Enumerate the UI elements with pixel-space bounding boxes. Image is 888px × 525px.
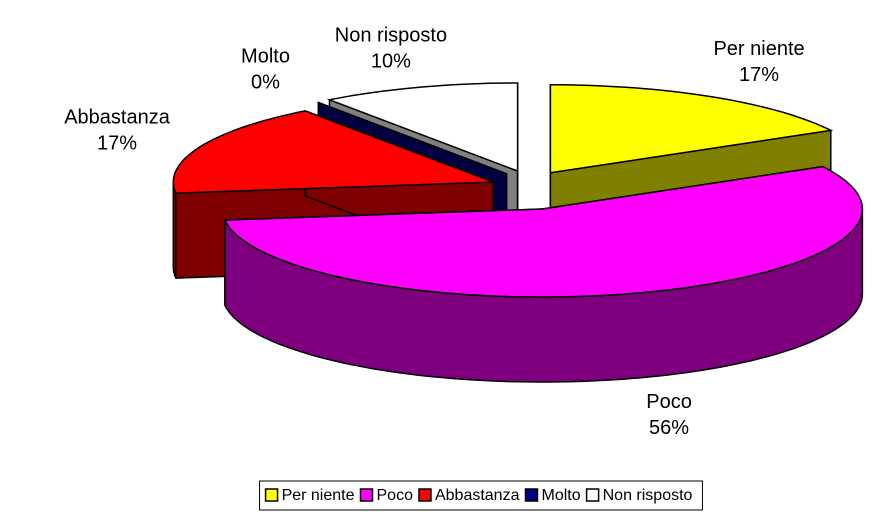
legend-swatch xyxy=(359,488,374,502)
legend-label: Poco xyxy=(377,487,414,504)
data-label-value: 56% xyxy=(649,417,689,439)
data-label-value: 17% xyxy=(739,64,779,86)
legend-label: Per niente xyxy=(282,487,355,504)
legend-swatch xyxy=(264,488,279,502)
slice xyxy=(318,101,507,175)
data-label-value: 10% xyxy=(371,51,411,73)
data-label-name: Per niente xyxy=(713,38,804,60)
slice xyxy=(549,84,834,174)
legend-swatch xyxy=(585,488,600,502)
legend-label: Non risposto xyxy=(603,487,693,504)
data-label-value: 17% xyxy=(97,133,137,155)
legend-swatch xyxy=(524,488,539,502)
data-label-name: Poco xyxy=(646,391,692,413)
slice xyxy=(223,165,864,298)
data-label-name: Abbastanza xyxy=(64,107,171,129)
slice xyxy=(326,82,519,173)
slice xyxy=(172,110,494,194)
slice-outer-side xyxy=(172,182,177,279)
legend-box xyxy=(259,480,703,511)
legend-swatch xyxy=(418,488,432,502)
data-label-value: 0% xyxy=(251,72,280,94)
data-label-name: Non risposto xyxy=(335,25,447,47)
legend: Per niente Poco Abbastanza Molto Non rispost… xyxy=(259,480,703,511)
slice xyxy=(223,165,864,383)
legend-label: Molto xyxy=(541,487,580,504)
legend-label: Abbastanza xyxy=(435,487,520,504)
data-label-name: Molto xyxy=(241,46,290,68)
